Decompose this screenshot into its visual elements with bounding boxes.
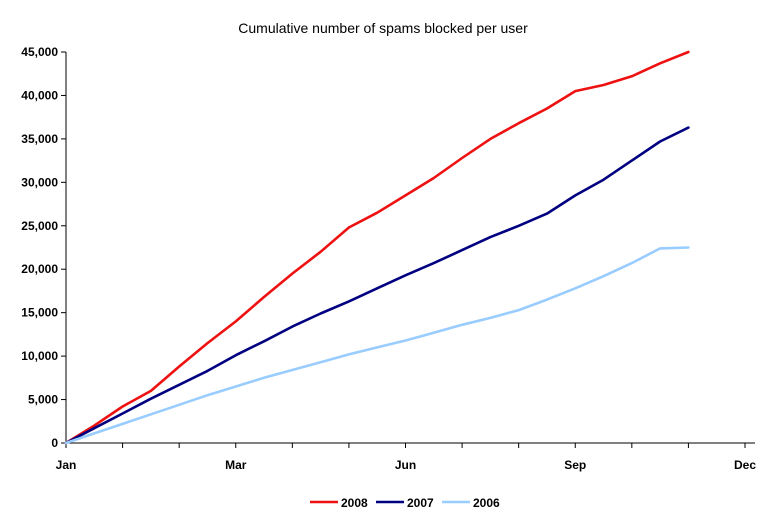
chart-title: Cumulative number of spams blocked per u… [238,20,528,36]
y-axis: 0 5,000 10,000 15,000 20,000 25,000 30,000 35,0… [21,45,67,450]
series-layer [64,50,690,445]
y-tick-label: 35,000 [21,132,58,146]
x-tick-label: Sep [564,458,586,472]
y-tick-label: 10,000 [21,349,58,363]
y-tick-label: 15,000 [21,306,58,320]
legend-label-2006: 2006 [473,496,500,510]
series-line-2007 [64,126,690,445]
y-tick-label: 25,000 [21,219,58,233]
series-line-2006 [64,246,690,445]
y-tick-label: 0 [51,436,58,450]
y-tick-label: 30,000 [21,175,58,189]
x-tick-label: Jan [56,458,77,472]
y-tick-label: 45,000 [21,45,58,59]
y-tick-label: 5,000 [28,393,58,407]
y-tick-label: 40,000 [21,88,58,102]
legend-label-2008: 2008 [341,496,368,510]
x-axis: Jan Mar Jun Sep Dec [56,442,756,472]
x-tick-label: Mar [225,458,247,472]
legend-label-2007: 2007 [407,496,434,510]
legend: 2008 2007 2006 [310,496,500,510]
x-tick-label: Jun [395,458,416,472]
y-tick-label: 20,000 [21,262,58,276]
series-line-2008 [64,50,690,445]
x-tick-label: Dec [734,458,756,472]
